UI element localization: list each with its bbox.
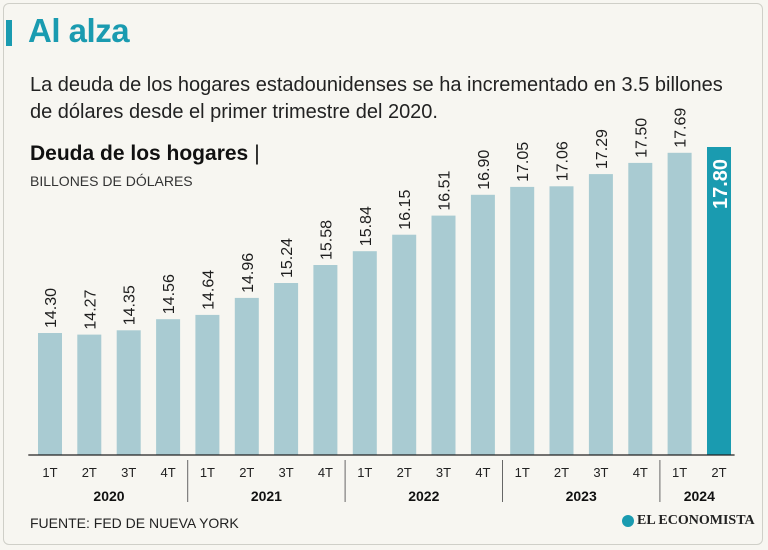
bar xyxy=(313,265,338,455)
bar xyxy=(38,333,62,455)
value-label: 14.27 xyxy=(82,289,99,329)
chart-title-separator: | xyxy=(254,142,260,165)
value-label: 15.24 xyxy=(279,238,296,278)
bar xyxy=(549,186,574,456)
value-label: 15.84 xyxy=(358,206,375,246)
x-tick-label: 2T xyxy=(82,465,97,480)
value-label: 17.80 xyxy=(710,159,732,209)
bar xyxy=(588,174,613,455)
bar xyxy=(116,330,141,455)
subtitle: La deuda de los hogares estadounidenses … xyxy=(30,74,723,123)
bar xyxy=(470,194,495,456)
value-label: 17.50 xyxy=(633,118,650,158)
x-tick-label: 2T xyxy=(554,465,569,480)
x-tick-label: 1T xyxy=(515,465,530,480)
x-tick-label: 4T xyxy=(161,465,176,480)
value-label: 14.56 xyxy=(161,274,178,314)
x-tick-label: 2T xyxy=(239,465,254,480)
bar xyxy=(195,314,220,455)
value-label: 14.35 xyxy=(122,285,139,325)
x-tick-label: 3T xyxy=(593,465,608,480)
brand-logo: EL ECONOMISTA xyxy=(622,513,755,529)
x-tick-label: 4T xyxy=(633,465,648,480)
bar xyxy=(510,186,535,455)
year-label: 2022 xyxy=(408,488,439,504)
headline: Al alza xyxy=(28,12,130,49)
bar xyxy=(274,283,299,455)
value-label: 14.96 xyxy=(240,253,257,293)
x-tick-label: 1T xyxy=(357,465,372,480)
value-label: 16.51 xyxy=(437,170,454,210)
value-label: 17.06 xyxy=(555,141,572,181)
bar xyxy=(667,152,692,456)
brand-icon xyxy=(622,515,634,527)
value-label: 17.29 xyxy=(594,129,611,169)
value-label: 14.30 xyxy=(43,288,60,328)
value-label: 14.64 xyxy=(200,270,217,310)
year-label: 2024 xyxy=(684,488,715,504)
bar xyxy=(628,162,653,455)
x-tick-label: 1T xyxy=(200,465,215,480)
value-label: 16.15 xyxy=(397,190,414,230)
value-label: 16.90 xyxy=(476,150,493,190)
x-tick-label: 3T xyxy=(121,465,136,480)
brand-name: EL ECONOMISTA xyxy=(637,513,755,528)
value-label: 17.05 xyxy=(515,142,532,182)
x-tick-label: 1T xyxy=(42,465,57,480)
x-tick-label: 1T xyxy=(672,465,687,480)
x-tick-label: 3T xyxy=(436,465,451,480)
year-label: 2021 xyxy=(251,488,282,504)
units-label: BILLONES DE DÓLARES xyxy=(30,173,193,189)
source-note: FUENTE: FED DE NUEVA YORK xyxy=(30,515,239,531)
chart-title: Deuda de los hogares | xyxy=(30,142,260,166)
bar xyxy=(234,297,259,455)
year-label: 2020 xyxy=(93,488,124,504)
bar xyxy=(352,251,377,455)
value-label: 17.69 xyxy=(673,108,690,148)
bar xyxy=(431,215,456,455)
x-tick-label: 2T xyxy=(711,465,726,480)
year-label: 2023 xyxy=(566,488,597,504)
chart-title-text: Deuda de los hogares xyxy=(30,142,249,165)
x-tick-label: 4T xyxy=(318,465,333,480)
x-tick-label: 4T xyxy=(475,465,490,480)
accent-bar xyxy=(6,20,12,46)
bar xyxy=(707,147,731,455)
x-tick-label: 2T xyxy=(397,465,412,480)
bar xyxy=(77,334,102,455)
bar xyxy=(156,319,181,455)
value-label: 15.58 xyxy=(318,220,335,260)
chart-frame xyxy=(3,3,763,545)
x-tick-label: 3T xyxy=(279,465,294,480)
bar xyxy=(392,234,417,455)
